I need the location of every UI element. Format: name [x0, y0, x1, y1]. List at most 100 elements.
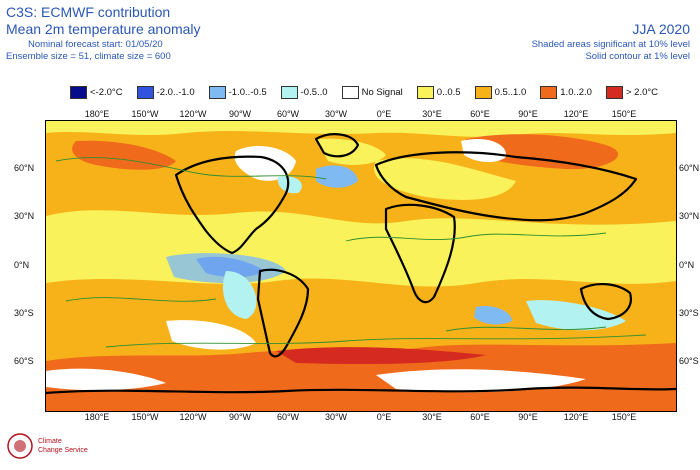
south-pacific-cool-area	[222, 271, 257, 319]
southern-white-overlay	[46, 368, 166, 391]
legend-label: -0.5..0	[300, 86, 328, 98]
legend-label: 0.5..1.0	[494, 86, 527, 98]
longitude-label: 30°E	[422, 109, 442, 119]
legend-swatch	[540, 85, 558, 99]
latitude-label: 60°N	[679, 163, 700, 173]
anomaly-map	[45, 120, 677, 412]
product-title: Mean 2m temperature anomaly	[6, 21, 201, 37]
longitude-label: 120°W	[179, 412, 207, 422]
significance-contour-note: Solid contour at 1% level	[585, 51, 690, 62]
latitude-label: 0°N	[679, 260, 695, 270]
canada-no-signal	[234, 146, 296, 181]
longitude-label: 90°E	[518, 109, 538, 119]
longitude-label: 90°E	[518, 412, 538, 422]
longitude-label: 60°E	[470, 412, 490, 422]
forecast-period: JJA 2020	[632, 21, 690, 37]
longitude-label: 60°E	[470, 109, 490, 119]
legend-swatch	[416, 85, 434, 99]
southern-ocean-warm-band	[46, 343, 676, 411]
north-america-coast	[174, 155, 290, 255]
legend-swatch	[474, 85, 492, 99]
significance-contours	[55, 157, 647, 348]
logo-text-line-2: Change Service	[38, 447, 88, 454]
ensemble-size: Ensemble size = 51, climate size = 600	[6, 51, 171, 62]
legend-label: -2.0..-1.0	[156, 86, 195, 98]
longitude-label: 60°W	[276, 412, 300, 422]
antarctica-coast	[46, 386, 676, 395]
legend-swatch	[280, 85, 298, 99]
legend-item: <-2.0°C	[70, 85, 123, 99]
climate-change-service-logo: Climate Change Service	[7, 433, 88, 459]
legend-label: 1.0..2.0	[560, 86, 592, 98]
legend-swatch	[605, 85, 623, 99]
latitude-label: 30°S	[679, 308, 699, 318]
legend-swatch	[208, 85, 226, 99]
longitude-label: 0°E	[376, 109, 392, 119]
significance-shaded-note: Shaded areas significant at 10% level	[531, 39, 690, 50]
source-title: C3S: ECMWF contribution	[6, 4, 171, 20]
legend-swatch	[341, 85, 359, 99]
latitude-label: 30°N	[679, 211, 700, 221]
legend-label: -1.0..-0.5	[228, 86, 267, 98]
logo-core	[14, 440, 26, 452]
longitude-label: 180°E	[84, 412, 110, 422]
longitude-label: 150°E	[611, 109, 637, 119]
legend-label: > 2.0°C	[625, 86, 659, 98]
legend-label: <-2.0°C	[90, 86, 123, 98]
siberia-no-signal	[461, 138, 507, 163]
longitude-label: 60°W	[276, 109, 300, 119]
contour-line	[55, 157, 327, 180]
legend-item: > 2.0°C	[605, 85, 659, 99]
longitude-label: 90°W	[228, 412, 252, 422]
coastlines	[46, 133, 676, 395]
africa-coast	[384, 203, 456, 304]
siberia-warm-area	[466, 134, 619, 170]
legend-item: No Signal	[341, 85, 403, 99]
color-legend: <-2.0°C -2.0..-1.0 -1.0..-0.5 -0.5..0 No Sig…	[70, 85, 672, 99]
longitude-label: 120°W	[179, 109, 207, 119]
australia-coast	[579, 283, 632, 321]
legend-label: No Signal	[361, 86, 403, 98]
legend-item: 0.5..1.0	[474, 85, 527, 99]
southern-ocean-cool-patch	[474, 305, 512, 325]
longitude-label: 120°E	[563, 412, 589, 422]
contour-line	[105, 334, 647, 348]
longitude-label: 150°E	[611, 412, 637, 422]
north-pacific-warm-area	[72, 140, 176, 170]
south-america-coast	[256, 268, 310, 358]
greenland-coast	[314, 133, 360, 158]
longitude-label: 30°W	[324, 109, 348, 119]
latitude-label: 60°S	[14, 356, 34, 366]
latitude-label: 60°N	[14, 163, 35, 173]
legend-swatch	[70, 85, 87, 99]
greenland-cool-area	[316, 165, 358, 188]
longitude-label: 150°W	[131, 412, 159, 422]
legend-item: -2.0..-1.0	[136, 85, 195, 99]
longitude-label: 150°W	[131, 109, 159, 119]
contour-line	[345, 232, 607, 242]
arctic-yellow-band	[46, 121, 676, 137]
antarctica-white-overlay	[376, 369, 586, 393]
legend-item: -1.0..-0.5	[208, 85, 267, 99]
logo-text-line-1: Climate	[38, 438, 62, 445]
hudson-cool-area	[277, 176, 302, 194]
south-pacific-no-signal	[166, 320, 256, 350]
longitude-label: 0°E	[376, 412, 392, 422]
legend-item: 0..0.5	[416, 85, 461, 99]
map-canvas	[46, 121, 676, 411]
forecast-start: Nominal forecast start: 01/05/20	[28, 39, 163, 50]
latitude-label: 30°N	[14, 211, 35, 221]
contour-line	[65, 297, 217, 302]
legend-item: -0.5..0	[280, 85, 328, 99]
contour-line	[445, 326, 607, 332]
north-africa-yellow-area	[374, 158, 516, 200]
legend-item: 1.0..2.0	[540, 85, 592, 99]
south-indian-ocean-cool-area	[526, 300, 626, 331]
longitude-label: 180°E	[84, 109, 110, 119]
legend-label: 0..0.5	[436, 86, 461, 98]
eurasia-coast	[374, 151, 638, 222]
longitude-label: 90°W	[228, 109, 252, 119]
longitude-label: 30°W	[324, 412, 348, 422]
equatorial-pacific-cool-area	[166, 253, 286, 284]
legend-swatch	[136, 85, 154, 99]
